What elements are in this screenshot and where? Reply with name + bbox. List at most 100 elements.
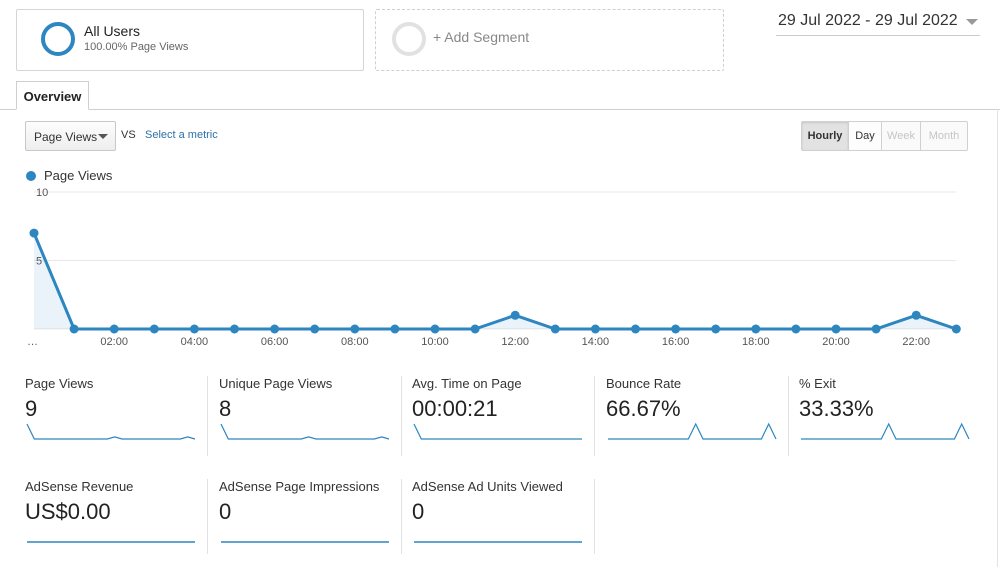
select-metric-link[interactable]: Select a metric: [145, 129, 218, 141]
data-point: [149, 324, 159, 334]
sparkline-path: [220, 423, 390, 440]
scorecard[interactable]: % Exit 33.33%: [799, 376, 992, 464]
time-granularity-group: Hourly Day Week Month: [801, 121, 968, 151]
scorecard-divider: [788, 376, 789, 456]
scorecard-label: Avg. Time on Page: [412, 376, 522, 391]
segment-placeholder-ring-icon: [392, 22, 426, 56]
data-point: [911, 310, 921, 320]
sparkline-path: [26, 423, 196, 440]
sparkline-path: [801, 422, 970, 440]
legend-dot-icon: [26, 171, 36, 181]
month-button[interactable]: Month: [920, 121, 968, 151]
legend-label: Page Views: [44, 168, 113, 183]
scorecard[interactable]: AdSense Revenue US$0.00: [25, 479, 218, 567]
scorecard-label: % Exit: [799, 376, 836, 391]
data-point: [831, 324, 841, 334]
x-tick-label: 08:00: [341, 336, 369, 348]
series-area: [34, 233, 957, 329]
page-views-chart: … 02:00 04:00 06:00 08:00 10:00 12:00 14:00 16:0…: [27, 187, 961, 348]
x-tick-label: 20:00: [822, 336, 850, 348]
scorecard-divider: [594, 479, 595, 554]
data-point: [590, 324, 600, 334]
data-point: [310, 324, 320, 334]
scorecard-divider: [401, 479, 402, 554]
segment-title: All Users: [84, 23, 141, 39]
add-segment-label: + Add Segment: [433, 29, 530, 45]
x-tick-label: 18:00: [742, 336, 770, 348]
hourly-button[interactable]: Hourly: [801, 121, 849, 151]
series-line: [32, 232, 957, 331]
scorecard[interactable]: Avg. Time on Page 00:00:21: [412, 376, 605, 464]
data-point: [550, 324, 560, 334]
scorecard-divider: [594, 376, 595, 456]
date-range-picker[interactable]: 29 Jul 2022 - 29 Jul 2022: [776, 12, 980, 36]
chevron-down-icon: [98, 134, 108, 139]
data-point: [109, 324, 119, 334]
data-point: [430, 324, 440, 334]
sparkline: [221, 541, 389, 543]
sparkline: [801, 422, 970, 440]
sparkline: [220, 423, 390, 440]
scorecard-label: Bounce Rate: [606, 376, 682, 391]
metric-dropdown[interactable]: Page Views: [25, 121, 116, 151]
x-tick-label: 16:00: [662, 336, 690, 348]
scorecard[interactable]: Bounce Rate 66.67%: [606, 376, 799, 464]
metric-dropdown-value: Page Views: [34, 130, 98, 144]
data-point: [951, 324, 961, 334]
x-tick-label: …: [27, 336, 38, 348]
data-point: [631, 324, 640, 334]
x-tick-label: 04:00: [181, 336, 209, 348]
data-point: [871, 324, 881, 334]
add-segment-button[interactable]: + Add Segment: [375, 9, 724, 71]
scorecard-value: 66.67%: [606, 396, 681, 421]
chevron-down-icon: [966, 19, 978, 25]
x-tick-label: 06:00: [261, 336, 289, 348]
data-point: [751, 324, 761, 334]
scorecard[interactable]: AdSense Page Impressions 0: [219, 479, 412, 567]
sparkline: [414, 541, 582, 543]
vs-label: VS: [121, 129, 136, 141]
week-button[interactable]: Week: [881, 121, 921, 151]
sparkline: [27, 541, 195, 543]
date-range-text: 29 Jul 2022 - 29 Jul 2022: [778, 12, 958, 29]
data-point: [230, 324, 239, 334]
scorecard-value: 00:00:21: [412, 396, 498, 421]
data-point: [791, 324, 801, 334]
x-tick-label: 12:00: [501, 336, 529, 348]
scorecard-value: 0: [219, 499, 232, 524]
day-button[interactable]: Day: [848, 121, 882, 151]
x-tick-label: 02:00: [100, 336, 128, 348]
segment-card-all-users[interactable]: All Users 100.00% Page Views: [16, 9, 364, 71]
data-point: [711, 324, 721, 334]
tabs-divider: [0, 109, 1000, 110]
x-tick-label: 10:00: [421, 336, 449, 348]
x-tick-label: 22:00: [902, 336, 930, 348]
scorecard-divider: [401, 376, 402, 456]
scorecard-value: 33.33%: [799, 396, 874, 421]
sparkline: [413, 423, 582, 440]
sparkline-path: [413, 423, 582, 440]
y-tick-label: 10: [36, 187, 48, 199]
scorecard-label: AdSense Revenue: [25, 479, 134, 494]
data-point: [189, 324, 199, 334]
segment-subtitle: 100.00% Page Views: [84, 41, 189, 53]
data-point: [350, 324, 360, 334]
tab-overview[interactable]: Overview: [16, 81, 89, 110]
scorecard-value: US$0.00: [25, 499, 111, 524]
sparkline-path: [608, 422, 777, 440]
scorecard-label: Page Views: [25, 376, 94, 391]
scorecard-label: Unique Page Views: [219, 376, 333, 391]
scorecard[interactable]: AdSense Ad Units Viewed 0: [412, 479, 605, 567]
data-point: [510, 310, 520, 320]
sparkline: [26, 423, 196, 440]
data-point: [470, 324, 480, 334]
data-point: [390, 324, 400, 334]
y-tick-label: 5: [36, 256, 42, 268]
scorecard[interactable]: Unique Page Views 8: [219, 376, 412, 464]
x-tick-label: 14:00: [582, 336, 610, 348]
scorecard-value: 0: [412, 499, 425, 524]
scorecard[interactable]: Page Views 9: [25, 376, 218, 464]
scorecard-value: 8: [219, 396, 232, 421]
data-point: [69, 324, 79, 334]
panel-right-border: [997, 109, 998, 567]
